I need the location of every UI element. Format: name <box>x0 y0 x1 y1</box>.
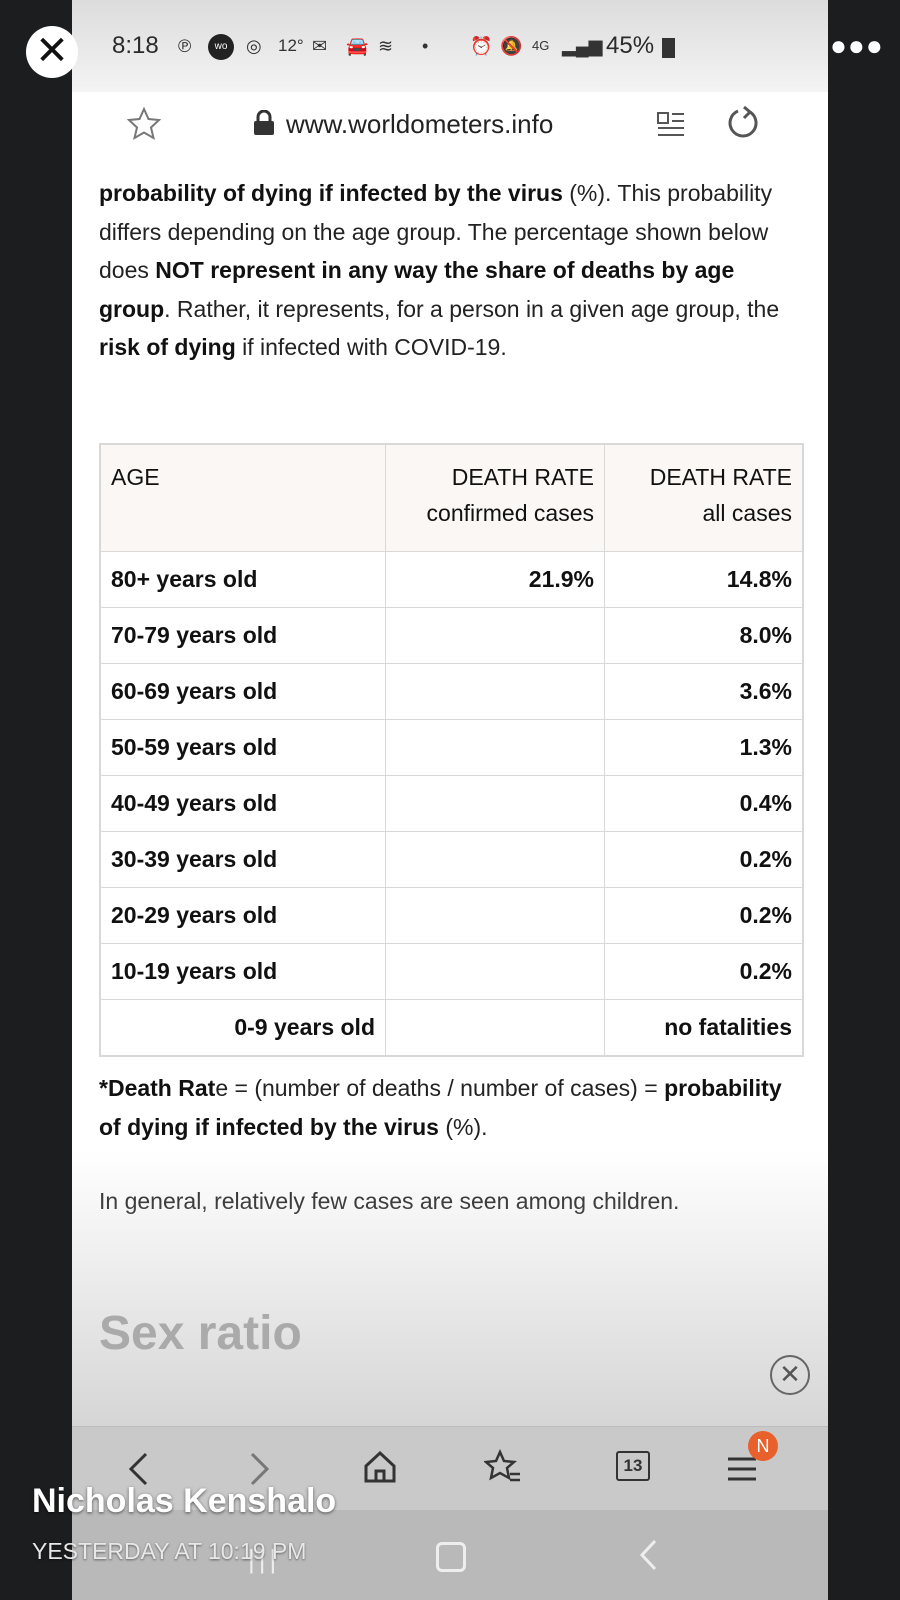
intro-bold-1: probability of dying if infected by the … <box>99 180 563 206</box>
confirmed-rate-cell <box>385 831 605 888</box>
confirmed-rate-cell: 21.9% <box>385 551 605 608</box>
age-cell: 0-9 years old <box>99 999 386 1057</box>
all-rate-cell: 1.3% <box>604 719 804 776</box>
confirmed-rate-cell <box>385 999 605 1057</box>
messenger-icon: ◎ <box>246 36 262 56</box>
system-nav-bar: ||| <box>72 1510 828 1600</box>
table-row: 80+ years old 21.9% 14.8% <box>99 551 804 608</box>
footnote-star: * <box>99 1075 108 1101</box>
table-row: 0-9 years old no fatalities <box>99 999 804 1057</box>
alarm-icon: ⏰ <box>470 36 493 56</box>
table-row: 40-49 years old 0.4% <box>99 775 804 832</box>
footnote-text-1: e = (number of deaths / number of cases)… <box>215 1075 665 1101</box>
all-rate-cell: 0.2% <box>604 943 804 1000</box>
age-cell: 40-49 years old <box>99 775 386 832</box>
confirmed-rate-cell <box>385 775 605 832</box>
table-header-row: AGE DEATH RATE confirmed cases DEATH RATE… <box>99 443 804 552</box>
back-nav-icon[interactable] <box>638 1538 658 1572</box>
story-timestamp: YESTERDAY AT 10:19 PM <box>32 1538 307 1564</box>
browser-url-bar: www.worldometers.info <box>72 92 828 167</box>
header-age: AGE <box>99 443 386 552</box>
all-rate-cell: 0.2% <box>604 887 804 944</box>
page-content: probability of dying if infected by the … <box>72 166 828 1426</box>
intro-paragraph: probability of dying if infected by the … <box>99 174 799 367</box>
url-text[interactable]: www.worldometers.info <box>286 109 554 139</box>
lock-icon <box>254 110 274 135</box>
footnote-paragraph: *Death Rate = (number of deaths / number… <box>99 1069 799 1146</box>
confirmed-rate-cell <box>385 607 605 664</box>
header-confirmed: DEATH RATE confirmed cases <box>385 443 605 552</box>
table-row: 20-29 years old 0.2% <box>99 887 804 944</box>
intro-text-1: (%). This probability differs depending … <box>99 180 773 283</box>
battery-icon <box>662 38 675 58</box>
table-row: 10-19 years old 0.2% <box>99 943 804 1000</box>
car-icon: 🚘 <box>346 36 369 56</box>
forward-icon[interactable] <box>248 1451 272 1487</box>
intro-text-2: . Rather, it represents, for a person in… <box>164 295 780 322</box>
confirmed-rate-cell <box>385 887 605 944</box>
all-rate-cell: 8.0% <box>604 607 804 664</box>
table-row: 30-39 years old 0.2% <box>99 831 804 888</box>
table-row: 70-79 years old 8.0% <box>99 607 804 664</box>
recent-apps-icon[interactable]: ||| <box>248 1544 281 1574</box>
more-dots-icon[interactable]: ●●● <box>830 30 884 61</box>
header-all-cases: DEATH RATE all cases <box>604 443 804 552</box>
confirmed-rate-cell <box>385 719 605 776</box>
home-icon[interactable] <box>362 1449 398 1485</box>
age-cell: 70-79 years old <box>99 607 386 664</box>
age-cell: 30-39 years old <box>99 831 386 888</box>
close-circle-icon[interactable]: ✕ <box>770 1355 810 1395</box>
dot-icon: • <box>422 36 429 56</box>
status-bar: 8:18 ℗ wo ◎ 12° ✉ 🚘 ≋ • ⏰ 🔕 4G ▂▄▆ 45% <box>72 0 828 92</box>
footnote-bold-2: probability of dying if infected by the … <box>99 1075 782 1140</box>
reader-mode-icon[interactable] <box>656 110 686 138</box>
gmail-icon: ✉ <box>312 36 328 56</box>
battery-percent: 45% <box>606 32 655 59</box>
age-cell: 80+ years old <box>99 551 386 608</box>
mute-icon: 🔕 <box>500 36 523 56</box>
status-time: 8:18 <box>112 32 159 59</box>
story-poster-name[interactable]: Nicholas Kenshalo <box>32 1482 337 1520</box>
death-rate-table: AGE DEATH RATE confirmed cases DEATH RATE… <box>99 443 804 1057</box>
menu-icon[interactable] <box>726 1453 760 1485</box>
status-temperature: 12° <box>278 36 304 55</box>
sex-ratio-heading: Sex ratio <box>99 1307 302 1360</box>
confirmed-rate-cell <box>385 663 605 720</box>
intro-text-3: if infected with COVID-19. <box>235 334 507 360</box>
all-rate-cell: 3.6% <box>604 663 804 720</box>
tabs-icon[interactable]: 13 <box>616 1451 650 1481</box>
back-icon[interactable] <box>126 1451 150 1487</box>
bookmarks-icon[interactable] <box>484 1449 522 1485</box>
wifi-card-icon: ≋ <box>378 36 394 56</box>
signal-icon: ▂▄▆ <box>562 36 603 56</box>
confirmed-rate-cell <box>385 943 605 1000</box>
all-rate-cell: 0.4% <box>604 775 804 832</box>
phone-screenshot: 8:18 ℗ wo ◎ 12° ✉ 🚘 ≋ • ⏰ 🔕 4G ▂▄▆ 45% w… <box>72 0 828 1600</box>
footnote-bold-1: Death Rat <box>107 1075 216 1101</box>
network-type: 4G <box>532 38 550 53</box>
home-nav-icon[interactable] <box>436 1542 466 1572</box>
reload-icon[interactable] <box>724 104 762 142</box>
age-cell: 20-29 years old <box>99 887 386 944</box>
all-rate-cell: 14.8% <box>604 551 804 608</box>
browser-toolbar: 13 N <box>72 1426 828 1511</box>
all-rate-cell: no fatalities <box>604 999 804 1057</box>
table-row: 50-59 years old 1.3% <box>99 719 804 776</box>
tab-count: 13 <box>623 1456 643 1475</box>
age-cell: 10-19 years old <box>99 943 386 1000</box>
star-outline-icon[interactable] <box>126 106 162 142</box>
table-row: 60-69 years old 3.6% <box>99 663 804 720</box>
intro-bold-2: NOT represent in any way the share of de… <box>99 257 735 322</box>
age-cell: 60-69 years old <box>99 663 386 720</box>
close-icon[interactable]: ✕ <box>26 26 78 78</box>
pinterest-icon: ℗ <box>178 36 192 56</box>
children-note: In general, relatively few cases are see… <box>99 1188 680 1214</box>
intro-bold-3: risk of dying <box>99 334 236 360</box>
footnote-text-2: (%). <box>438 1113 488 1140</box>
all-rate-cell: 0.2% <box>604 831 804 888</box>
age-cell: 50-59 years old <box>99 719 386 776</box>
notification-badge: N <box>748 1431 778 1461</box>
worldometer-app-icon: wo <box>208 34 234 60</box>
